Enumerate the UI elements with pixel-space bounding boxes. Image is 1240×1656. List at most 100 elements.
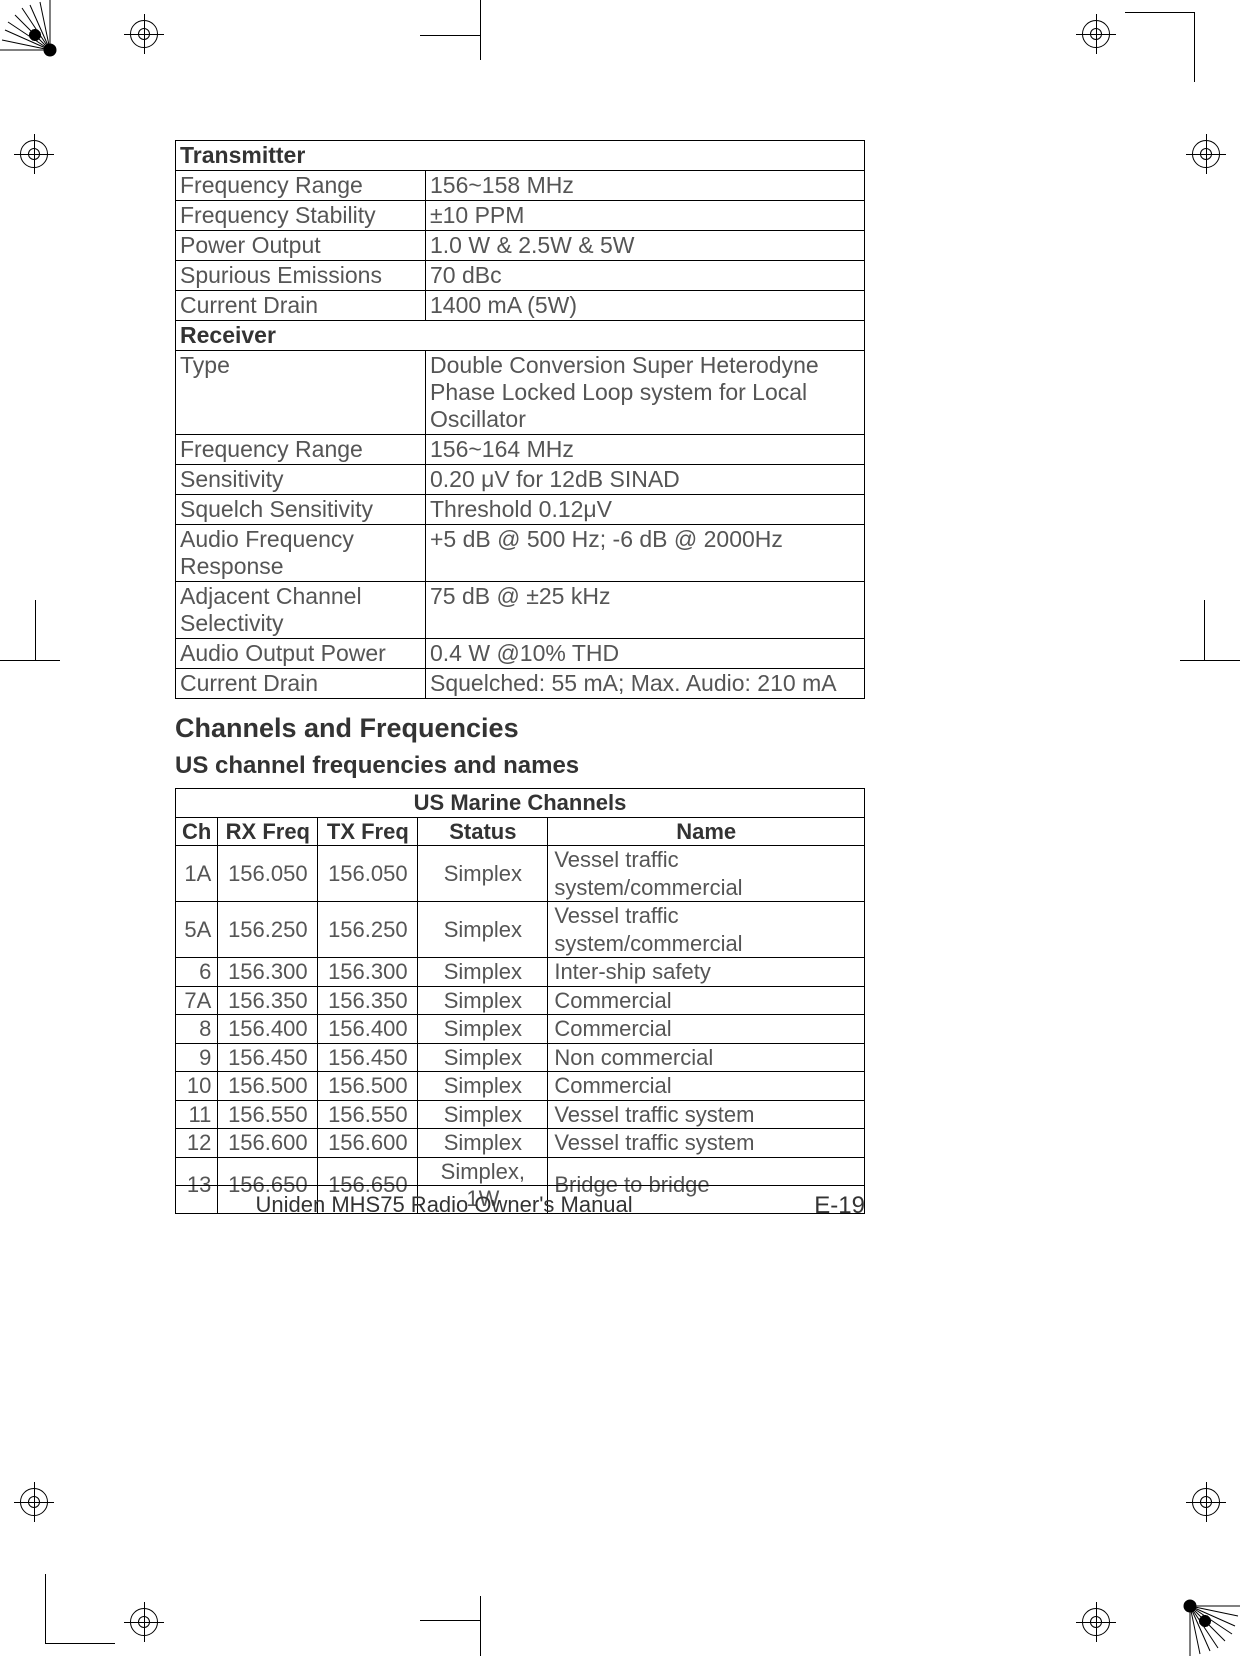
registration-mark-icon xyxy=(1082,1608,1110,1636)
cell-ch: 8 xyxy=(176,1015,218,1044)
burst-icon xyxy=(0,0,70,70)
spec-value: 0.20 μV for 12dB SINAD xyxy=(426,465,865,495)
channels-column-header: Name xyxy=(548,817,865,846)
crop-mark xyxy=(1204,600,1205,660)
page-footer: Uniden MHS75 Radio Owner's Manual E-19 xyxy=(175,1185,865,1220)
cell-ch: 10 xyxy=(176,1072,218,1101)
table-row: 7A156.350156.350SimplexCommercial xyxy=(176,986,865,1015)
cell-status: Simplex xyxy=(418,902,548,958)
page-content: TransmitterFrequency Range156~158 MHzFre… xyxy=(175,140,865,1214)
channels-table-title: US Marine Channels xyxy=(176,789,865,818)
cell-status: Simplex xyxy=(418,958,548,987)
cell-tx-freq: 156.600 xyxy=(318,1129,418,1158)
channels-column-header: Ch xyxy=(176,817,218,846)
cell-tx-freq: 156.550 xyxy=(318,1100,418,1129)
spec-label: Adjacent Channel Selectivity xyxy=(176,582,426,639)
spec-value: Double Conversion Super Heterodyne Phase… xyxy=(426,351,865,435)
cell-tx-freq: 156.500 xyxy=(318,1072,418,1101)
cell-status: Simplex xyxy=(418,986,548,1015)
us-marine-channels-table: US Marine Channels ChRX FreqTX FreqStatu… xyxy=(175,788,865,1214)
cell-rx-freq: 156.500 xyxy=(218,1072,318,1101)
cell-name: Commercial xyxy=(548,1015,865,1044)
spec-value: Threshold 0.12μV xyxy=(426,495,865,525)
registration-mark-icon xyxy=(1192,1488,1220,1516)
cell-tx-freq: 156.300 xyxy=(318,958,418,987)
table-row: 6156.300156.300SimplexInter-ship safety xyxy=(176,958,865,987)
spec-section-header: Receiver xyxy=(176,321,865,351)
spec-label: Frequency Range xyxy=(176,171,426,201)
spec-value: Squelched: 55 mA; Max. Audio: 210 mA xyxy=(426,669,865,699)
footer-page-number: E-19 xyxy=(814,1192,865,1220)
cell-name: Vessel traffic system xyxy=(548,1100,865,1129)
crop-mark xyxy=(0,660,60,661)
cell-tx-freq: 156.450 xyxy=(318,1043,418,1072)
crop-mark xyxy=(1180,660,1240,661)
table-row: 10156.500156.500SimplexCommercial xyxy=(176,1072,865,1101)
cell-rx-freq: 156.250 xyxy=(218,902,318,958)
spec-label: Sensitivity xyxy=(176,465,426,495)
cell-name: Commercial xyxy=(548,1072,865,1101)
table-row: 11156.550156.550SimplexVessel traffic sy… xyxy=(176,1100,865,1129)
cell-name: Vessel traffic system xyxy=(548,1129,865,1158)
cell-status: Simplex xyxy=(418,1129,548,1158)
spec-value: 1.0 W & 2.5W & 5W xyxy=(426,231,865,261)
footer-title: Uniden MHS75 Radio Owner's Manual xyxy=(175,1192,713,1218)
table-row: 1A156.050156.050SimplexVessel traffic sy… xyxy=(176,846,865,902)
spec-label: Squelch Sensitivity xyxy=(176,495,426,525)
cell-ch: 6 xyxy=(176,958,218,987)
crop-mark xyxy=(1125,12,1195,13)
specifications-table: TransmitterFrequency Range156~158 MHzFre… xyxy=(175,140,865,699)
cell-rx-freq: 156.350 xyxy=(218,986,318,1015)
cell-ch: 12 xyxy=(176,1129,218,1158)
cell-rx-freq: 156.550 xyxy=(218,1100,318,1129)
heading-us-channels: US channel frequencies and names xyxy=(175,752,865,780)
cell-rx-freq: 156.450 xyxy=(218,1043,318,1072)
spec-value: +5 dB @ 500 Hz; -6 dB @ 2000Hz xyxy=(426,525,865,582)
cell-ch: 1A xyxy=(176,846,218,902)
registration-mark-icon xyxy=(130,20,158,48)
cell-status: Simplex xyxy=(418,1043,548,1072)
crop-mark xyxy=(480,0,481,60)
cell-ch: 7A xyxy=(176,986,218,1015)
crop-mark xyxy=(1194,12,1195,82)
channels-column-header: RX Freq xyxy=(218,817,318,846)
crop-mark xyxy=(420,35,480,36)
spec-label: Spurious Emissions xyxy=(176,261,426,291)
crop-mark xyxy=(35,600,36,660)
cell-rx-freq: 156.050 xyxy=(218,846,318,902)
cell-name: Commercial xyxy=(548,986,865,1015)
spec-label: Type xyxy=(176,351,426,435)
table-row: 5A156.250156.250SimplexVessel traffic sy… xyxy=(176,902,865,958)
registration-mark-icon xyxy=(1192,140,1220,168)
cell-tx-freq: 156.350 xyxy=(318,986,418,1015)
table-row: 8156.400156.400SimplexCommercial xyxy=(176,1015,865,1044)
cell-name: Inter-ship safety xyxy=(548,958,865,987)
cell-status: Simplex xyxy=(418,1100,548,1129)
burst-icon xyxy=(1170,1586,1240,1656)
cell-status: Simplex xyxy=(418,1072,548,1101)
spec-value: 70 dBc xyxy=(426,261,865,291)
table-row: 9156.450156.450SimplexNon commercial xyxy=(176,1043,865,1072)
crop-mark xyxy=(480,1596,481,1656)
cell-name: Non commercial xyxy=(548,1043,865,1072)
crop-mark xyxy=(420,1620,480,1621)
cell-name: Vessel traffic system/commercial xyxy=(548,902,865,958)
spec-section-header: Transmitter xyxy=(176,141,865,171)
cell-tx-freq: 156.400 xyxy=(318,1015,418,1044)
cell-status: Simplex xyxy=(418,846,548,902)
cell-status: Simplex xyxy=(418,1015,548,1044)
spec-value: 156~164 MHz xyxy=(426,435,865,465)
cell-ch: 11 xyxy=(176,1100,218,1129)
cell-rx-freq: 156.300 xyxy=(218,958,318,987)
cell-tx-freq: 156.250 xyxy=(318,902,418,958)
crop-mark xyxy=(45,1574,46,1644)
spec-value: 0.4 W @10% THD xyxy=(426,639,865,669)
spec-label: Frequency Range xyxy=(176,435,426,465)
spec-value: 75 dB @ ±25 kHz xyxy=(426,582,865,639)
registration-mark-icon xyxy=(20,140,48,168)
channels-column-header: TX Freq xyxy=(318,817,418,846)
spec-value: ±10 PPM xyxy=(426,201,865,231)
registration-mark-icon xyxy=(130,1608,158,1636)
cell-name: Vessel traffic system/commercial xyxy=(548,846,865,902)
registration-mark-icon xyxy=(20,1488,48,1516)
